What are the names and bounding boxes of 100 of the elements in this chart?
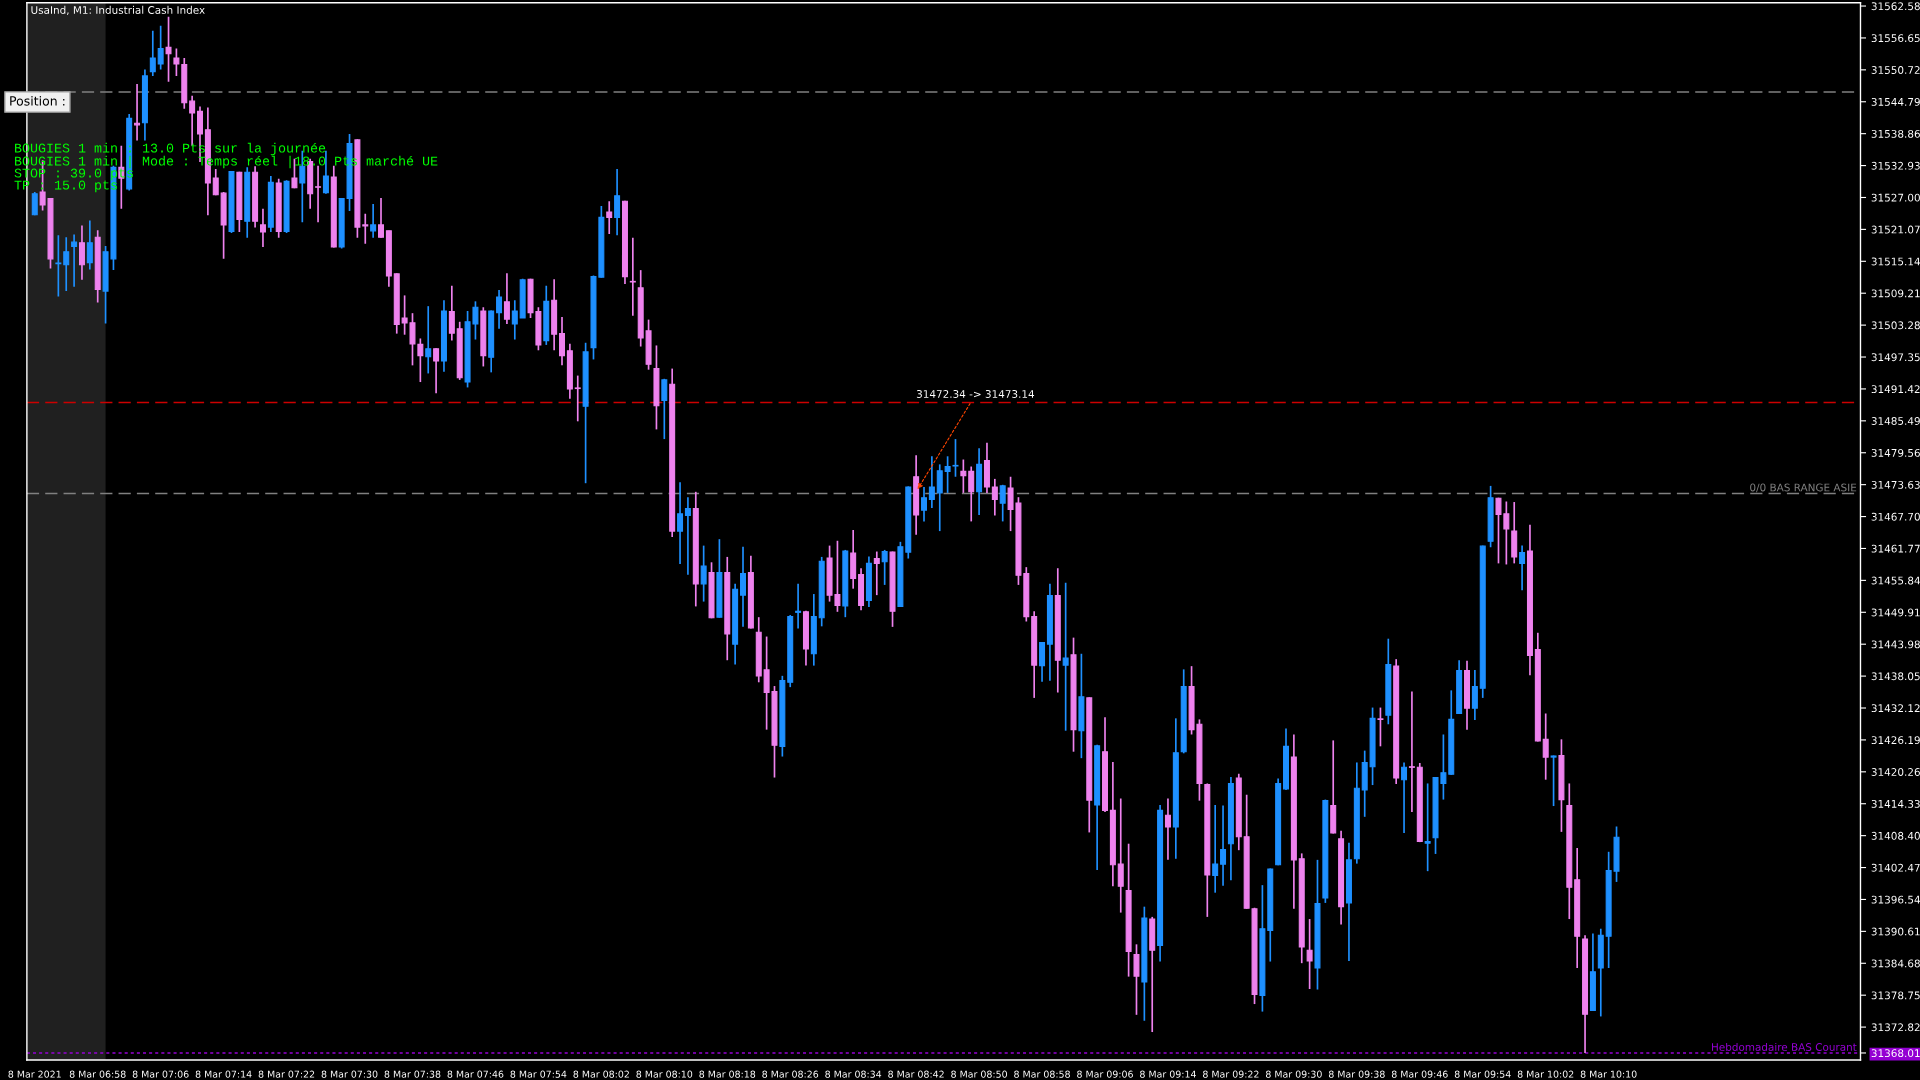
y-tick-label: 31443.98 <box>1871 640 1920 649</box>
y-tick-label: 31426.19 <box>1871 736 1920 745</box>
y-tick-label: 31538.86 <box>1871 129 1920 138</box>
candlestick <box>629 237 636 317</box>
candlestick <box>1117 797 1124 914</box>
candlestick <box>78 224 85 281</box>
candlestick <box>614 168 621 236</box>
y-tick-label: 31550.72 <box>1871 66 1920 74</box>
y-tick-label: 31396.54 <box>1871 895 1920 904</box>
x-tick-label: 8 Mar 09:46 <box>1391 1070 1448 1078</box>
candlestick <box>511 299 518 341</box>
y-tick-label: 31455.84 <box>1871 576 1920 585</box>
candlestick <box>1164 797 1171 861</box>
y-tick-label: 31384.68 <box>1871 959 1920 968</box>
x-tick-label: 8 Mar 10:10 <box>1580 1070 1637 1078</box>
candlestick <box>559 316 566 367</box>
y-tick-label: 31527.00 <box>1871 193 1920 202</box>
candlestick <box>795 582 802 630</box>
x-tick-label: 8 Mar 08:26 <box>762 1070 819 1078</box>
y-tick-label: 31473.63 <box>1871 480 1920 489</box>
candlestick <box>362 212 369 245</box>
candlestick <box>417 337 424 383</box>
x-tick-label: 8 Mar 09:22 <box>1203 1070 1259 1078</box>
candlestick <box>1519 544 1526 592</box>
x-tick-label: 8 Mar 08:42 <box>888 1070 944 1078</box>
candlestick <box>173 47 180 77</box>
candlestick <box>1401 761 1408 834</box>
candlestick <box>448 284 455 342</box>
y-tick-label: 31438.05 <box>1871 672 1920 681</box>
candlestick <box>921 486 928 523</box>
candlestick <box>1471 669 1478 721</box>
candlestick <box>1377 706 1384 748</box>
candlestick <box>740 545 747 628</box>
candlestick <box>881 549 888 586</box>
ref-line-label: 0/0 BAS RANGE ASIE <box>1750 483 1857 493</box>
candlestick <box>960 458 967 494</box>
y-tick-label: 31378.75 <box>1871 991 1920 1000</box>
candlestick <box>606 200 613 235</box>
candlestick <box>259 207 266 248</box>
x-tick-label: 8 Mar 07:38 <box>384 1070 441 1078</box>
candlestick <box>991 478 998 517</box>
candlestick <box>873 550 880 596</box>
candlestick <box>1039 641 1046 683</box>
y-tick-label: 31414.33 <box>1871 799 1920 808</box>
candlestick <box>1212 804 1219 894</box>
y-tick-label: 31509.21 <box>1871 289 1920 298</box>
x-tick-label: 8 Mar 08:10 <box>636 1070 693 1078</box>
candlestick <box>1133 943 1140 1016</box>
y-tick-label: 31408.40 <box>1871 831 1920 840</box>
candlestick <box>1542 712 1549 781</box>
x-tick-label: 8 Mar 07:54 <box>510 1070 567 1078</box>
y-tick-label: 31467.70 <box>1871 512 1920 521</box>
annotation: 31472.34 -> 31473.14 <box>916 390 1035 398</box>
x-tick-label: 8 Mar 09:30 <box>1265 1070 1322 1078</box>
x-tick-label: 8 Mar 08:18 <box>699 1070 756 1078</box>
candlestick <box>936 463 943 532</box>
candlestick <box>700 544 707 603</box>
candlestick <box>503 272 510 325</box>
candlestick <box>370 203 377 239</box>
y-tick-label: 31556.65 <box>1871 34 1920 43</box>
y-tick-label: 31390.61 <box>1871 927 1920 936</box>
y-tick-label: 31515.14 <box>1871 257 1920 266</box>
y-tick-label: 31461.77 <box>1871 544 1920 553</box>
candlestick <box>677 481 684 565</box>
x-tick-label: 8 Mar 07:22 <box>258 1070 315 1078</box>
x-tick-label: 8 Mar 09:14 <box>1140 1070 1196 1078</box>
candlestick <box>928 455 935 509</box>
x-tick-label: 8 Mar 08:02 <box>573 1070 629 1078</box>
candlestick <box>684 496 691 576</box>
candlestick <box>55 234 62 298</box>
candlestick <box>574 374 581 423</box>
x-tick-label: 8 Mar 2021 <box>8 1070 61 1078</box>
ref-line-label: Hebdomadaire BAS Courant <box>1712 1042 1857 1051</box>
candlestick <box>425 305 432 375</box>
x-tick-label: 8 Mar 09:54 <box>1454 1070 1511 1078</box>
candlestick <box>496 289 503 330</box>
annotation: Position : <box>10 95 65 106</box>
candlestick <box>999 483 1006 523</box>
y-tick-label: 31491.42 <box>1871 385 1920 394</box>
y-tick-label: 31485.49 <box>1871 417 1920 425</box>
x-tick-label: 8 Mar 08:34 <box>825 1070 882 1078</box>
y-tick-label: 31372.82 <box>1871 1023 1920 1032</box>
candlestick <box>149 29 156 77</box>
candlestick <box>1550 754 1557 807</box>
y-tick-label: 31479.56 <box>1871 448 1920 457</box>
y-tick-label: 31503.28 <box>1871 321 1920 330</box>
x-tick-label: 8 Mar 06:58 <box>69 1070 126 1078</box>
candlestick <box>86 219 93 271</box>
chart-title: UsaInd, M1: Industrial Cash Index <box>31 5 205 15</box>
x-tick-label: 8 Mar 09:06 <box>1077 1070 1133 1078</box>
candlestick <box>157 25 164 71</box>
y-tick-label: 31432.12 <box>1871 704 1920 713</box>
x-tick-label: 8 Mar 09:38 <box>1328 1070 1385 1078</box>
y-tick-label: 31544.79 <box>1871 97 1920 106</box>
candlestick <box>433 347 440 395</box>
candlestick <box>378 197 385 239</box>
candlestick <box>1220 804 1227 887</box>
x-tick-label: 8 Mar 07:46 <box>447 1070 504 1078</box>
y-tick-label: 31449.91 <box>1871 608 1920 617</box>
candlestick <box>1062 581 1069 732</box>
